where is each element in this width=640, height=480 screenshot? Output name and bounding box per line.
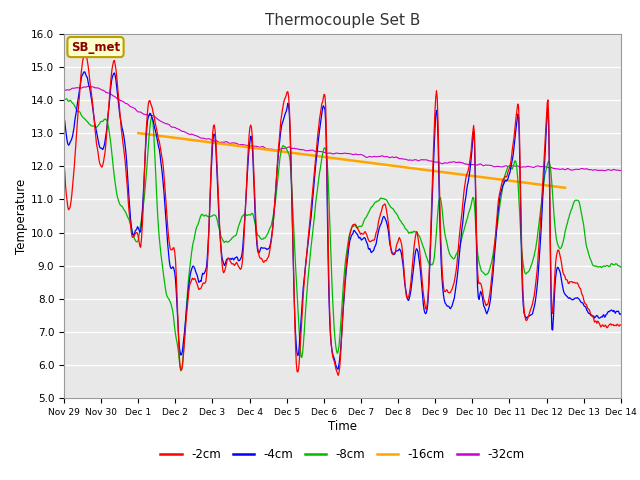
X-axis label: Time: Time: [328, 420, 357, 433]
-4cm: [80, 69, 88, 75]
-4cm: [185, 283, 193, 289]
-4cm: [214, 195, 222, 201]
Title: Thermocouple Set B: Thermocouple Set B: [265, 13, 420, 28]
-8cm: [215, 225, 223, 230]
-4cm: [412, 249, 419, 254]
-32cm: [185, 132, 193, 137]
-8cm: [428, 261, 436, 267]
-4cm: [428, 205, 436, 211]
-32cm: [84, 84, 92, 89]
-32cm: [602, 168, 609, 174]
-32cm: [60, 88, 68, 94]
-4cm: [60, 114, 68, 120]
-16cm: [410, 166, 418, 171]
-2cm: [70, 166, 78, 172]
-8cm: [60, 97, 68, 103]
-32cm: [214, 139, 222, 144]
Legend: -2cm, -4cm, -8cm, -16cm, -32cm: -2cm, -4cm, -8cm, -16cm, -32cm: [156, 443, 529, 466]
-2cm: [428, 193, 436, 199]
-2cm: [412, 233, 419, 239]
Line: -32cm: -32cm: [64, 86, 621, 171]
-8cm: [63, 96, 70, 102]
-4cm: [617, 311, 625, 317]
-8cm: [617, 264, 625, 270]
Line: -16cm: -16cm: [138, 133, 565, 188]
-32cm: [70, 85, 78, 91]
-8cm: [71, 103, 79, 109]
-8cm: [177, 368, 185, 373]
-16cm: [184, 137, 192, 143]
-2cm: [214, 186, 222, 192]
-2cm: [334, 372, 342, 378]
Line: -4cm: -4cm: [64, 72, 621, 369]
-32cm: [617, 168, 625, 173]
-2cm: [617, 322, 625, 328]
-4cm: [128, 230, 136, 236]
-4cm: [70, 124, 78, 130]
Line: -2cm: -2cm: [64, 55, 621, 375]
-2cm: [185, 289, 193, 295]
-32cm: [411, 156, 419, 162]
-2cm: [128, 234, 136, 240]
-16cm: [426, 168, 434, 173]
-8cm: [412, 229, 419, 235]
Y-axis label: Temperature: Temperature: [15, 179, 28, 253]
-4cm: [334, 366, 342, 372]
-2cm: [60, 161, 68, 167]
-2cm: [82, 52, 90, 58]
-8cm: [128, 228, 136, 234]
Text: SB_met: SB_met: [71, 40, 120, 54]
Line: -8cm: -8cm: [64, 99, 621, 371]
-32cm: [428, 158, 435, 164]
-16cm: [214, 140, 221, 146]
-8cm: [186, 267, 193, 273]
-32cm: [128, 104, 136, 110]
